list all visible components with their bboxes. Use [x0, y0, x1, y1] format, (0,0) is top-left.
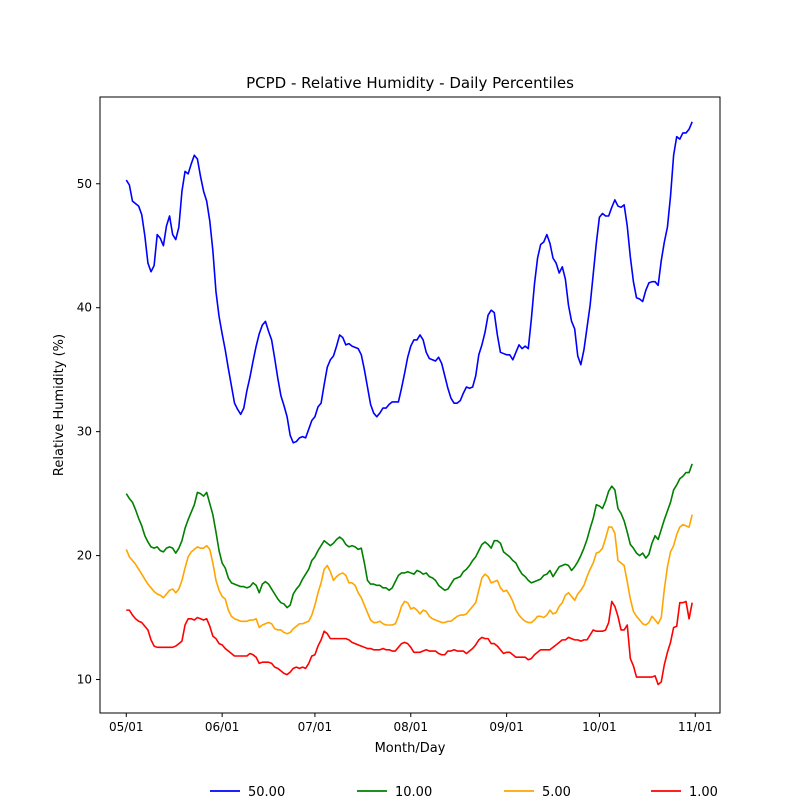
- x-tick-label: 09/01: [489, 720, 524, 734]
- series-line-3: [126, 600, 693, 686]
- x-axis-label: Month/Day: [375, 741, 446, 756]
- series-line-2: [125, 514, 693, 635]
- y-tick-label: 40: [77, 301, 92, 315]
- y-tick-label: 50: [77, 177, 92, 191]
- series-line-1: [125, 463, 693, 609]
- y-tick-label: 10: [77, 673, 92, 687]
- y-axis: 10 20 30 40 50: [77, 177, 100, 687]
- y-tick-label: 30: [77, 425, 92, 439]
- y-tick-label: 20: [77, 549, 92, 563]
- legend-label-3: 1.00: [689, 785, 718, 800]
- series-layer: [125, 121, 693, 686]
- legend-label-1: 10.00: [395, 785, 432, 800]
- x-axis: 05/01 06/01 07/01 08/01 09/01 10/01 11/01: [109, 713, 713, 734]
- x-tick-label: 11/01: [678, 720, 713, 734]
- x-tick-label: 05/01: [109, 720, 144, 734]
- x-tick-label: 06/01: [205, 720, 240, 734]
- x-tick-label: 07/01: [298, 720, 333, 734]
- chart-title: PCPD - Relative Humidity - Daily Percent…: [246, 74, 574, 92]
- legend: 50.00 10.00 5.00 1.00: [210, 785, 718, 800]
- legend-label-2: 5.00: [542, 785, 571, 800]
- series-line-0: [125, 121, 693, 444]
- x-tick-label: 08/01: [393, 720, 428, 734]
- legend-label-0: 50.00: [248, 785, 285, 800]
- plot-frame: [99, 96, 721, 714]
- x-tick-label: 10/01: [582, 720, 617, 734]
- y-axis-label: Relative Humidity (%): [52, 334, 67, 476]
